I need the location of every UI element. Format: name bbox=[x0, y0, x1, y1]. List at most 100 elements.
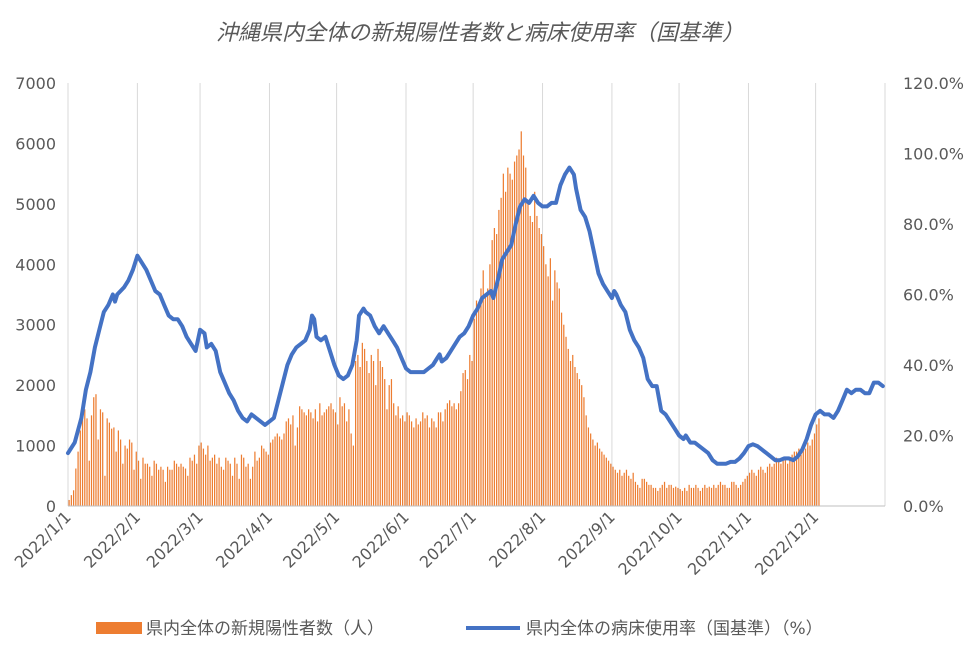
bar-new-cases bbox=[314, 409, 316, 506]
bar-new-cases bbox=[619, 469, 621, 506]
bar-new-cases bbox=[487, 288, 489, 506]
bar-new-cases bbox=[169, 469, 171, 506]
bar-new-cases bbox=[666, 487, 668, 506]
bar-new-cases bbox=[791, 454, 793, 506]
bar-new-cases bbox=[285, 421, 287, 506]
bar-new-cases bbox=[670, 484, 672, 506]
bar-new-cases bbox=[484, 294, 487, 506]
bar-new-cases bbox=[359, 367, 361, 506]
x-tick-label: 2022/2/1 bbox=[80, 507, 144, 571]
bar-new-cases bbox=[341, 406, 343, 506]
bar-new-cases bbox=[227, 460, 229, 506]
bar-new-cases bbox=[735, 484, 737, 506]
bar-new-cases bbox=[218, 457, 220, 506]
bar-new-cases bbox=[261, 445, 263, 506]
bar-new-cases bbox=[737, 487, 739, 506]
bar-new-cases bbox=[303, 412, 305, 506]
bar-new-cases bbox=[740, 484, 742, 506]
bar-new-cases bbox=[265, 451, 267, 506]
bar-new-cases bbox=[75, 468, 77, 506]
right-axis-tick-label: 80.0% bbox=[903, 215, 954, 234]
bar-new-cases bbox=[207, 445, 209, 506]
bar-new-cases bbox=[630, 478, 632, 506]
left-axis-tick-label: 5000 bbox=[15, 195, 56, 214]
bar-new-cases bbox=[272, 439, 274, 506]
bar-new-cases bbox=[648, 484, 650, 506]
x-tick-label: 2022/6/1 bbox=[349, 507, 413, 571]
bar-new-cases bbox=[753, 472, 755, 506]
bar-new-cases bbox=[133, 469, 135, 506]
bar-new-cases bbox=[140, 478, 142, 506]
bar-new-cases bbox=[247, 463, 249, 506]
bar-new-cases bbox=[440, 412, 442, 506]
legend-swatch-bars bbox=[96, 622, 142, 634]
bar-new-cases bbox=[556, 282, 558, 506]
bar-new-cases bbox=[787, 463, 789, 506]
bar-new-cases bbox=[384, 379, 386, 506]
bar-new-cases bbox=[657, 490, 659, 506]
bar-new-cases bbox=[603, 454, 605, 506]
bar-new-cases bbox=[818, 418, 820, 506]
bar-new-cases bbox=[520, 131, 522, 506]
bar-new-cases bbox=[784, 457, 787, 506]
bar-new-cases bbox=[466, 379, 469, 506]
left-axis-tick-label: 6000 bbox=[15, 134, 56, 153]
bar-new-cases bbox=[200, 442, 202, 506]
bar-new-cases bbox=[646, 481, 648, 506]
bar-new-cases bbox=[596, 442, 598, 506]
bar-new-cases bbox=[290, 424, 292, 506]
bar-new-cases bbox=[475, 300, 478, 506]
bar-new-cases bbox=[225, 457, 227, 506]
bar-new-cases bbox=[308, 409, 310, 506]
bar-new-cases bbox=[352, 445, 354, 506]
bar-new-cases bbox=[388, 385, 390, 506]
bar-new-cases bbox=[321, 415, 323, 506]
bar-new-cases bbox=[155, 463, 158, 506]
bar-new-cases bbox=[234, 457, 236, 506]
bar-new-cases bbox=[661, 484, 663, 506]
bar-new-cases bbox=[587, 427, 590, 506]
bar-new-cases bbox=[527, 203, 529, 507]
bar-new-cases bbox=[581, 385, 583, 506]
bar-new-cases bbox=[115, 451, 117, 506]
bar-new-cases bbox=[346, 421, 348, 506]
bar-new-cases bbox=[543, 246, 545, 506]
legend-label-bars: 県内全体の新規陽性者数（人） bbox=[146, 619, 384, 639]
bar-new-cases bbox=[305, 415, 307, 506]
bar-new-cases bbox=[789, 457, 791, 506]
bar-new-cases bbox=[632, 472, 634, 506]
bar-new-cases bbox=[782, 460, 784, 506]
bar-new-cases bbox=[274, 436, 276, 506]
bar-new-cases bbox=[160, 466, 162, 506]
bar-new-cases bbox=[576, 373, 578, 506]
right-axis-tick-label: 120.0% bbox=[903, 74, 964, 93]
x-tick-label: 2022/3/1 bbox=[143, 507, 207, 571]
bar-new-cases bbox=[220, 466, 222, 506]
bar-new-cases bbox=[431, 418, 433, 506]
bar-new-cases bbox=[478, 306, 480, 506]
line-series-bed-occupancy bbox=[66, 165, 885, 466]
bar-new-cases bbox=[634, 481, 637, 506]
bar-new-cases bbox=[404, 421, 406, 506]
bar-new-cases bbox=[108, 422, 111, 506]
bar-new-cases bbox=[393, 403, 395, 506]
bar-new-cases bbox=[142, 457, 144, 506]
bar-new-cases bbox=[377, 348, 379, 506]
bar-new-cases bbox=[547, 276, 549, 506]
bar-new-cases bbox=[578, 379, 581, 506]
bar-new-cases bbox=[464, 370, 466, 506]
bar-new-cases bbox=[598, 448, 601, 506]
bar-new-cases bbox=[679, 489, 681, 506]
bar-new-cases bbox=[99, 409, 102, 506]
bar-new-cases bbox=[652, 487, 654, 506]
right-axis-tick-label: 100.0% bbox=[903, 145, 964, 164]
bar-new-cases bbox=[231, 475, 234, 506]
bar-new-cases bbox=[583, 397, 585, 506]
bar-new-cases bbox=[684, 487, 686, 506]
bar-new-cases bbox=[457, 403, 460, 506]
bar-new-cases bbox=[209, 460, 211, 506]
bar-new-cases bbox=[216, 463, 218, 506]
bar-new-cases bbox=[294, 445, 296, 506]
bar-new-cases bbox=[775, 457, 778, 506]
bar-new-cases bbox=[507, 167, 509, 506]
